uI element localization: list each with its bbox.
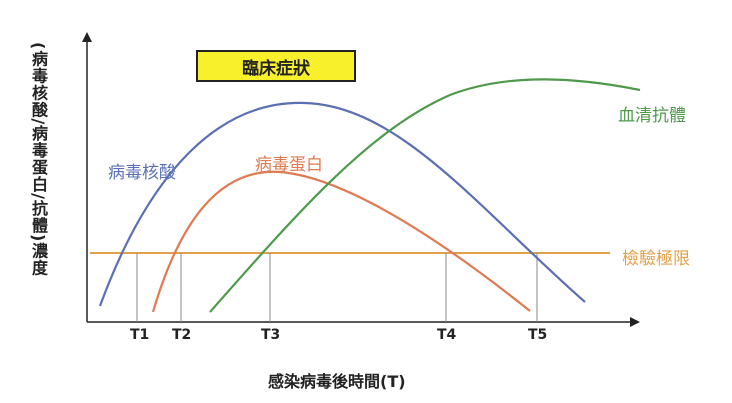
y-axis-arrow (82, 32, 92, 42)
nucleic-acid-label: 病毒核酸 (108, 163, 176, 183)
protein-curve (151, 170, 531, 313)
tick-t1: T1 (130, 327, 150, 343)
y-axis-label: (病毒核酸/病毒蛋白/抗體)濃度 (29, 42, 48, 277)
tick-t2: T2 (172, 327, 192, 343)
tick-t4: T4 (437, 327, 457, 343)
x-axis-arrow (630, 317, 640, 327)
nucleic-acid-curve (98, 101, 586, 307)
detection-limit-label: 檢驗極限 (622, 249, 690, 269)
clinical-symptom-box: 臨床症狀 (196, 50, 356, 82)
clinical-symptom-label: 臨床症狀 (242, 58, 310, 79)
antibody-curve (209, 78, 641, 313)
x-axis-label: 感染病毒後時間(T) (268, 372, 406, 391)
tick-t5: T5 (528, 327, 548, 343)
tick-t3: T3 (261, 327, 281, 343)
antibody-label: 血清抗體 (618, 106, 686, 126)
protein-label: 病毒蛋白 (255, 155, 323, 175)
